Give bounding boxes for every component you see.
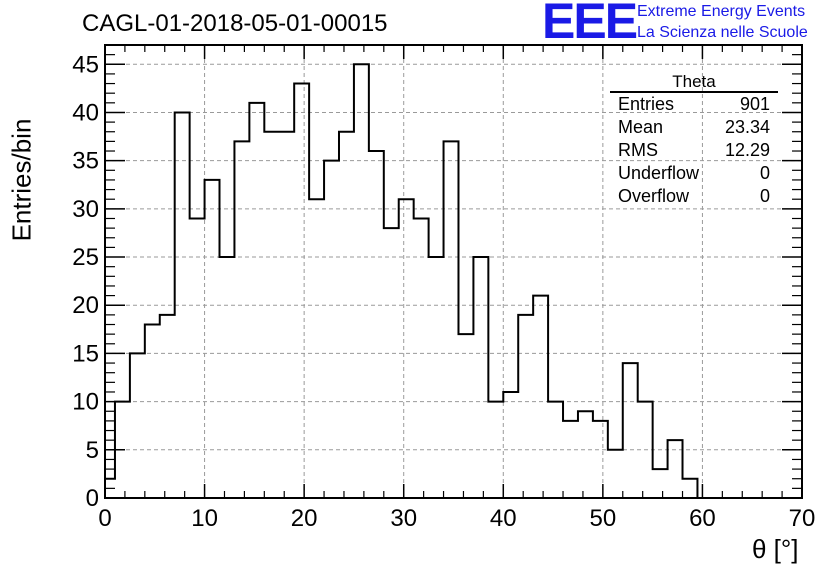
stats-label: Mean	[618, 117, 664, 137]
histogram-bin	[399, 199, 414, 498]
histogram-bin	[249, 103, 264, 498]
x-tick-label: 0	[98, 505, 111, 532]
stats-row-underflow: Underflow 0	[610, 162, 778, 185]
histogram-bin	[683, 479, 698, 498]
histogram-bin	[414, 218, 429, 498]
histogram-bin	[518, 315, 533, 498]
histogram-bin	[473, 257, 488, 498]
histogram-bin	[533, 296, 548, 498]
histogram-bin	[593, 421, 608, 498]
x-axis-ticks: 0 10 20 30 40 50 60 70	[98, 45, 815, 532]
y-tick-label: 40	[72, 99, 99, 126]
histogram-bin	[190, 218, 205, 498]
stats-row-entries: Entries 901	[610, 93, 778, 116]
x-tick-label: 20	[291, 505, 318, 532]
stats-label: RMS	[618, 140, 658, 160]
stats-label: Underflow	[618, 163, 700, 183]
stats-box: Theta Entries 901 Mean 23.34 RMS 12.29 U…	[610, 72, 778, 208]
histogram-bin	[608, 450, 623, 498]
x-tick-label: 30	[390, 505, 417, 532]
stats-value: 0	[759, 186, 770, 206]
x-tick-label: 60	[689, 505, 716, 532]
y-axis-label-text: Entries/bin	[6, 118, 37, 242]
y-axis-ticks: 0 5 10 15 20 25 30 35 40 45	[72, 51, 802, 512]
logo-text-line2: La Scienza nelle Scuole	[637, 24, 808, 41]
plot-frame	[104, 44, 803, 499]
x-tick-label: 40	[490, 505, 517, 532]
stats-label: Overflow	[618, 186, 690, 206]
histogram-outline	[104, 63, 699, 498]
histogram-bin	[668, 440, 683, 498]
histogram-bin	[578, 411, 593, 498]
stats-row-overflow: Overflow 0	[610, 185, 778, 208]
histogram-bin	[653, 469, 668, 498]
y-tick-label: 25	[72, 244, 99, 271]
histogram-bin	[369, 151, 384, 498]
logo-text-line1: Extreme Energy Events	[637, 3, 806, 20]
histogram-bin	[563, 421, 578, 498]
histogram-bin	[354, 64, 369, 498]
eee-logo: EEE	[542, 0, 638, 49]
y-tick-label: 15	[72, 340, 99, 367]
stats-title: Theta	[610, 72, 778, 93]
stats-row-rms: RMS 12.29	[610, 139, 778, 162]
histogram-bin	[279, 132, 294, 498]
x-axis-label: θ [°]	[752, 534, 799, 564]
stats-value: 0	[759, 163, 770, 183]
y-tick-label: 10	[72, 389, 99, 416]
histogram-bin	[623, 363, 638, 498]
histogram-bin	[294, 84, 309, 498]
histogram-bin	[503, 392, 518, 498]
histogram-bin	[339, 132, 354, 498]
stats-value: 12.29	[724, 140, 770, 160]
x-tick-label: 70	[789, 505, 816, 532]
histogram-bin	[324, 161, 339, 498]
histogram-bin	[429, 257, 444, 498]
histogram-bin	[220, 257, 235, 498]
y-tick-label: 5	[86, 437, 99, 464]
histogram-bin	[458, 334, 473, 498]
y-tick-label: 0	[86, 485, 99, 512]
histogram-bin	[444, 141, 459, 498]
histogram-bin	[160, 315, 175, 498]
stats-value: 23.34	[724, 117, 770, 137]
stats-value: 901	[739, 94, 770, 114]
histogram-bin	[145, 325, 160, 498]
histogram-bin	[309, 199, 324, 498]
y-tick-label: 20	[72, 292, 99, 319]
stats-label: Entries	[618, 94, 675, 114]
x-tick-label: 10	[191, 505, 218, 532]
histogram-bin	[234, 141, 249, 498]
chart-title: CAGL-01-2018-05-01-00015	[82, 10, 388, 37]
histogram-bin	[384, 228, 399, 498]
grid-lines	[105, 45, 802, 498]
y-tick-label: 45	[72, 51, 99, 78]
histogram-bin	[130, 353, 145, 498]
x-tick-label: 50	[590, 505, 617, 532]
histogram-bin	[264, 132, 279, 498]
y-tick-label: 35	[72, 148, 99, 175]
y-axis-label: Entries/bin	[2, 110, 42, 250]
stats-row-mean: Mean 23.34	[610, 116, 778, 139]
y-tick-label: 30	[72, 196, 99, 223]
